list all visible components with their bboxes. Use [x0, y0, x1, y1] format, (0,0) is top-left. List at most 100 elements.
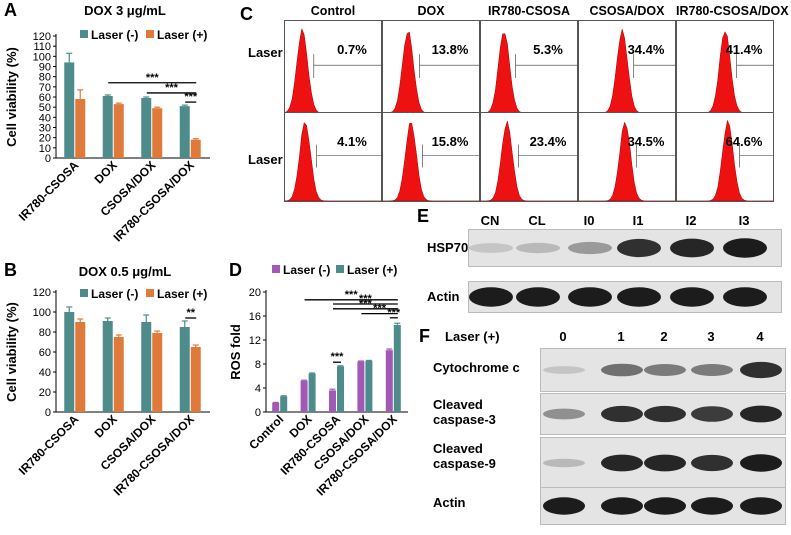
histogram-area [285, 27, 381, 113]
blot-band [670, 238, 714, 258]
bar [329, 390, 336, 412]
panel-letter-a: A [4, 0, 17, 20]
lane-label: I2 [685, 213, 697, 228]
percentage-value: 41.4% [725, 42, 763, 57]
significance-label: *** [331, 351, 345, 363]
y-tick-label: 60 [39, 92, 51, 104]
histogram-plot [382, 20, 480, 114]
blot-band [568, 241, 612, 255]
y-axis-label: Cell viability (%) [4, 302, 19, 402]
y-tick-label: 40 [39, 112, 51, 124]
blot-label-cytochrome-c: Cytochrome c [433, 360, 520, 375]
histogram-plot [382, 112, 480, 202]
blot-label-cleaved-caspase-3: Cleaved caspase-3 [433, 397, 496, 427]
blot-band [469, 287, 513, 307]
y-tick-label: 60 [39, 347, 51, 359]
blot-strip [540, 348, 786, 392]
bar [308, 373, 316, 412]
bar [190, 347, 201, 412]
blot-band [516, 287, 560, 307]
bar [385, 350, 393, 412]
bar [179, 106, 190, 158]
histogram-plot [676, 112, 774, 202]
chart-b: DOX 0.5 μg/mL Cell viability (%) 0 20 40 60 80… [4, 264, 210, 499]
bar [102, 95, 113, 158]
blot-band [740, 361, 782, 379]
bar [141, 322, 152, 412]
y-tick-label: 30 [39, 123, 51, 135]
bar [75, 99, 86, 158]
panel-letter-d: D [229, 260, 242, 280]
y-tick-label: 70 [39, 82, 51, 94]
blot-band [543, 458, 585, 468]
y-tick-label: 20 [249, 287, 261, 299]
histogram-plot [284, 20, 382, 114]
significance-label: *** [184, 91, 198, 103]
lane-label: 0 [559, 329, 567, 344]
blot-strip [540, 487, 786, 525]
blot-band [691, 497, 733, 515]
percentage-value: 34.5% [627, 134, 665, 149]
bar [272, 403, 280, 412]
bar [179, 327, 190, 412]
blot-band [568, 287, 612, 307]
histogram-plot [284, 112, 382, 202]
x-tick-label: DOX [92, 158, 120, 186]
bar [64, 62, 75, 158]
bar [365, 361, 373, 412]
percentage-value: 15.8% [431, 134, 469, 149]
blot-band [644, 364, 686, 376]
legend-entry: Laser (+) [347, 263, 397, 277]
percentage-value: 64.6% [725, 134, 763, 149]
x-tick-label: DOX [92, 412, 120, 440]
blot-strip [540, 393, 786, 435]
blot-band [723, 238, 767, 258]
significance-label: ** [186, 307, 195, 319]
y-tick-label: 80 [39, 327, 51, 339]
legend-swatch [80, 30, 88, 38]
y-tick-label: 0 [45, 407, 51, 419]
panel-letter-f: F [419, 326, 430, 346]
chart-a: DOX 3 μg/mL Cell viability (%) 01020304050… [4, 3, 210, 245]
bar [300, 380, 308, 412]
bar [113, 104, 124, 158]
blot-band [601, 497, 643, 515]
y-tick-label: 12 [249, 335, 261, 347]
y-tick-label: 10 [39, 143, 51, 155]
column-title: IR780-CSOSA [488, 4, 570, 18]
legend-swatch [336, 265, 344, 273]
blot-strip [468, 229, 782, 267]
significance-label: *** [359, 298, 373, 310]
blot-band [723, 287, 767, 307]
significance-label: *** [146, 72, 160, 84]
percentage-value: 4.1% [337, 134, 367, 149]
percentage-value: 5.3% [533, 42, 563, 57]
blot-band [516, 242, 560, 254]
legend-entry: Laser (+) [157, 287, 207, 301]
blot-band [617, 287, 661, 307]
significance-label: *** [359, 293, 373, 305]
column-title: DOX [417, 4, 445, 18]
blot-label-hsp70: HSP70 [427, 240, 469, 255]
blot-band [670, 287, 714, 307]
y-tick-label: 110 [33, 41, 51, 53]
x-tick-label: Control [246, 412, 286, 452]
histogram-area [677, 31, 773, 113]
legend-entry: Laser (-) [91, 287, 138, 301]
blot-band [740, 454, 782, 472]
y-tick-label: 8 [255, 359, 261, 371]
column-title: IR780-CSOSA/DOX [676, 4, 789, 18]
legend-swatch [146, 30, 154, 38]
y-tick-label: 16 [249, 311, 261, 323]
histogram-plot [578, 112, 676, 202]
blot-label-cleaved-caspase-9: Cleaved caspase-9 [433, 441, 496, 471]
significance-label: *** [165, 82, 179, 94]
bar [337, 366, 344, 412]
percentage-value: 23.4% [529, 134, 567, 149]
blot-band [543, 366, 585, 374]
legend-entry: Laser (-) [91, 28, 138, 42]
lane-label: CL [528, 213, 546, 228]
bar [141, 98, 152, 158]
lane-label: 1 [617, 329, 625, 344]
